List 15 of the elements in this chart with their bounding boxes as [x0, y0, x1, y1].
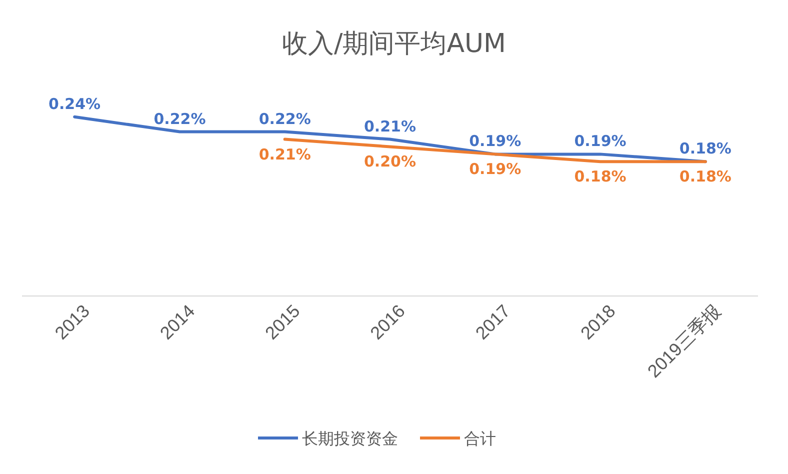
- data-label: 0.18%: [679, 140, 732, 158]
- data-label: 0.22%: [258, 110, 311, 128]
- data-label: 0.19%: [469, 160, 522, 178]
- chart-title: 收入/期间平均AUM: [282, 29, 506, 59]
- data-label: 0.22%: [154, 110, 206, 128]
- legend-label: 长期投资资金: [302, 429, 398, 448]
- data-label: 0.21%: [258, 145, 311, 164]
- data-label: 0.18%: [574, 168, 626, 186]
- data-label: 0.19%: [574, 132, 626, 150]
- data-label: 0.18%: [679, 168, 732, 186]
- data-label: 0.24%: [48, 94, 101, 113]
- data-label: 0.21%: [364, 117, 416, 136]
- data-label: 0.20%: [364, 152, 416, 171]
- legend-label: 合计: [464, 429, 496, 448]
- data-label: 0.19%: [469, 132, 522, 150]
